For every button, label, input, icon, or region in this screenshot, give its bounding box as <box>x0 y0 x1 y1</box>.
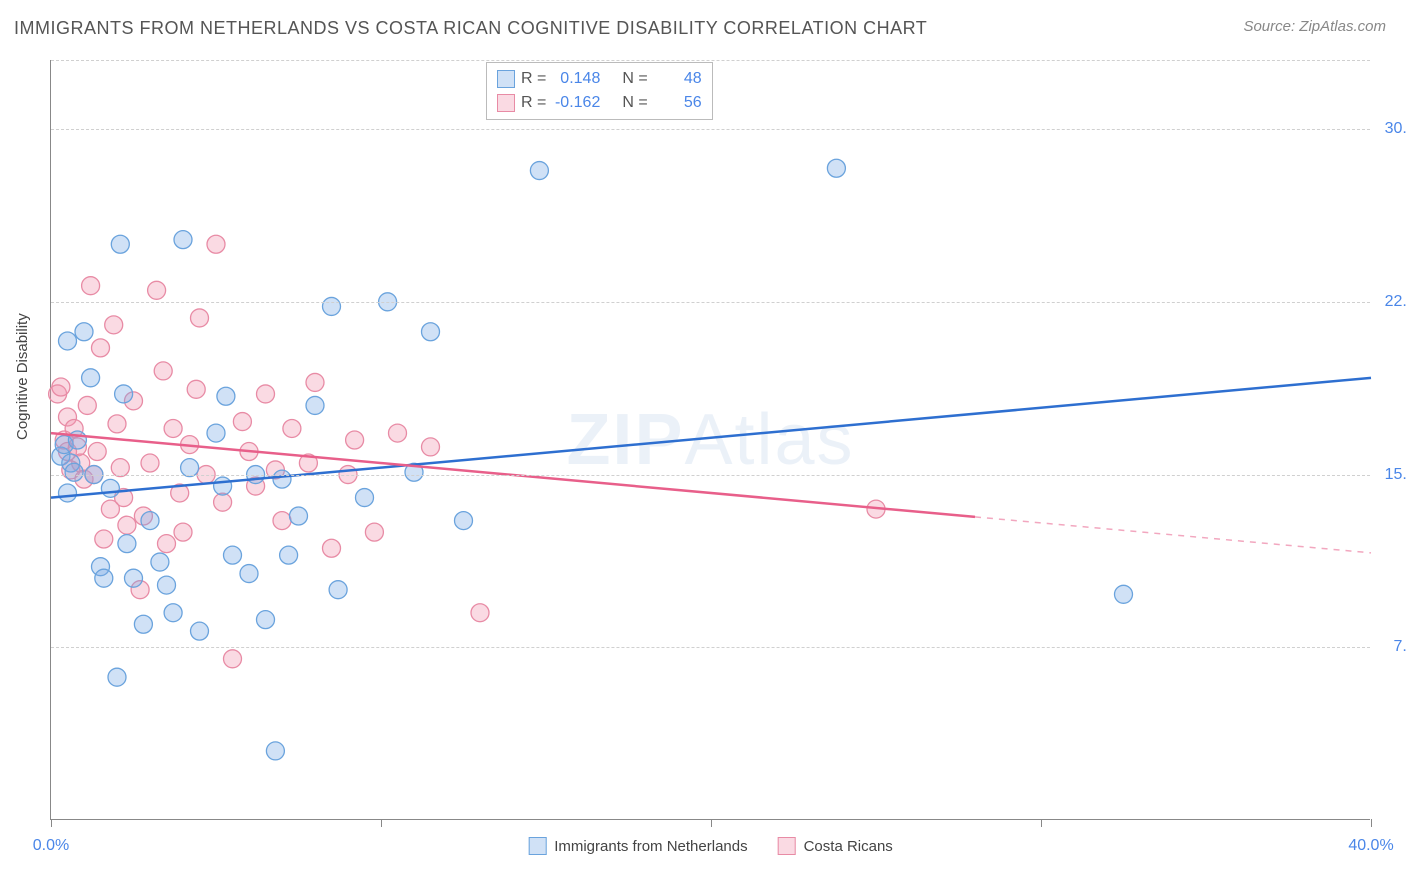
data-point <box>257 611 275 629</box>
data-point <box>82 369 100 387</box>
data-point <box>365 523 383 541</box>
data-point <box>207 235 225 253</box>
data-point <box>118 535 136 553</box>
data-point <box>141 512 159 530</box>
y-axis-title: Cognitive Disability <box>14 313 31 440</box>
data-point <box>283 419 301 437</box>
data-point <box>422 323 440 341</box>
data-point <box>108 415 126 433</box>
data-point <box>1115 585 1133 603</box>
data-point <box>164 419 182 437</box>
data-point <box>78 396 96 414</box>
data-point <box>134 615 152 633</box>
data-point <box>530 162 548 180</box>
x-tick <box>1041 819 1042 827</box>
gridline <box>51 129 1370 130</box>
gridline <box>51 302 1370 303</box>
data-point <box>306 396 324 414</box>
data-point <box>125 569 143 587</box>
data-point <box>158 576 176 594</box>
data-point <box>174 231 192 249</box>
gridline <box>51 475 1370 476</box>
y-tick-label: 7.5% <box>1394 638 1406 656</box>
data-point <box>158 535 176 553</box>
y-tick-label: 30.0% <box>1385 120 1406 138</box>
data-point <box>164 604 182 622</box>
data-point <box>95 530 113 548</box>
data-point <box>329 581 347 599</box>
data-point <box>118 516 136 534</box>
data-point <box>154 362 172 380</box>
data-point <box>224 546 242 564</box>
data-point <box>280 546 298 564</box>
x-tick-label: 40.0% <box>1348 837 1393 855</box>
data-point <box>233 413 251 431</box>
data-point <box>240 565 258 583</box>
data-point <box>82 277 100 295</box>
data-point <box>148 281 166 299</box>
data-point <box>257 385 275 403</box>
data-point <box>273 512 291 530</box>
data-point <box>273 470 291 488</box>
data-point <box>65 463 83 481</box>
data-point <box>115 385 133 403</box>
series-name-0: Immigrants from Netherlands <box>554 838 747 855</box>
data-point <box>108 668 126 686</box>
series-name-1: Costa Ricans <box>804 838 893 855</box>
legend-bottom-swatch-0 <box>528 837 546 855</box>
data-point <box>88 443 106 461</box>
data-point <box>389 424 407 442</box>
data-point <box>191 309 209 327</box>
data-point <box>346 431 364 449</box>
data-point <box>290 507 308 525</box>
data-point <box>52 378 70 396</box>
source-attribution: Source: ZipAtlas.com <box>1243 18 1386 35</box>
data-point <box>101 479 119 497</box>
plot-area: ZIPAtlas R = 0.148 N = 48 R = -0.162 N =… <box>50 60 1370 820</box>
regression-line <box>51 378 1371 498</box>
legend-item-0: Immigrants from Netherlands <box>528 837 747 855</box>
gridline <box>51 60 1370 61</box>
data-point <box>207 424 225 442</box>
x-tick-label: 0.0% <box>33 837 69 855</box>
data-point <box>59 332 77 350</box>
legend-item-1: Costa Ricans <box>778 837 893 855</box>
regression-line-extrapolated <box>975 517 1371 553</box>
data-point <box>174 523 192 541</box>
data-point <box>217 387 235 405</box>
data-point <box>187 380 205 398</box>
data-point <box>95 569 113 587</box>
data-point <box>105 316 123 334</box>
data-point <box>141 454 159 472</box>
data-point <box>214 493 232 511</box>
x-tick <box>381 819 382 827</box>
data-point <box>455 512 473 530</box>
gridline <box>51 647 1370 648</box>
data-point <box>214 477 232 495</box>
data-point <box>323 539 341 557</box>
chart-title: IMMIGRANTS FROM NETHERLANDS VS COSTA RIC… <box>14 18 927 39</box>
chart-svg <box>51 60 1370 819</box>
x-tick <box>1371 819 1372 827</box>
series-legend: Immigrants from Netherlands Costa Ricans <box>528 837 893 855</box>
legend-bottom-swatch-1 <box>778 837 796 855</box>
data-point <box>422 438 440 456</box>
data-point <box>111 235 129 253</box>
data-point <box>191 622 209 640</box>
data-point <box>471 604 489 622</box>
y-tick-label: 15.0% <box>1385 466 1406 484</box>
data-point <box>92 339 110 357</box>
data-point <box>75 323 93 341</box>
data-point <box>356 489 374 507</box>
data-point <box>306 373 324 391</box>
data-point <box>266 742 284 760</box>
data-point <box>151 553 169 571</box>
y-tick-label: 22.5% <box>1385 293 1406 311</box>
data-point <box>224 650 242 668</box>
data-point <box>59 484 77 502</box>
data-point <box>827 159 845 177</box>
data-point <box>323 297 341 315</box>
x-tick <box>711 819 712 827</box>
x-tick <box>51 819 52 827</box>
